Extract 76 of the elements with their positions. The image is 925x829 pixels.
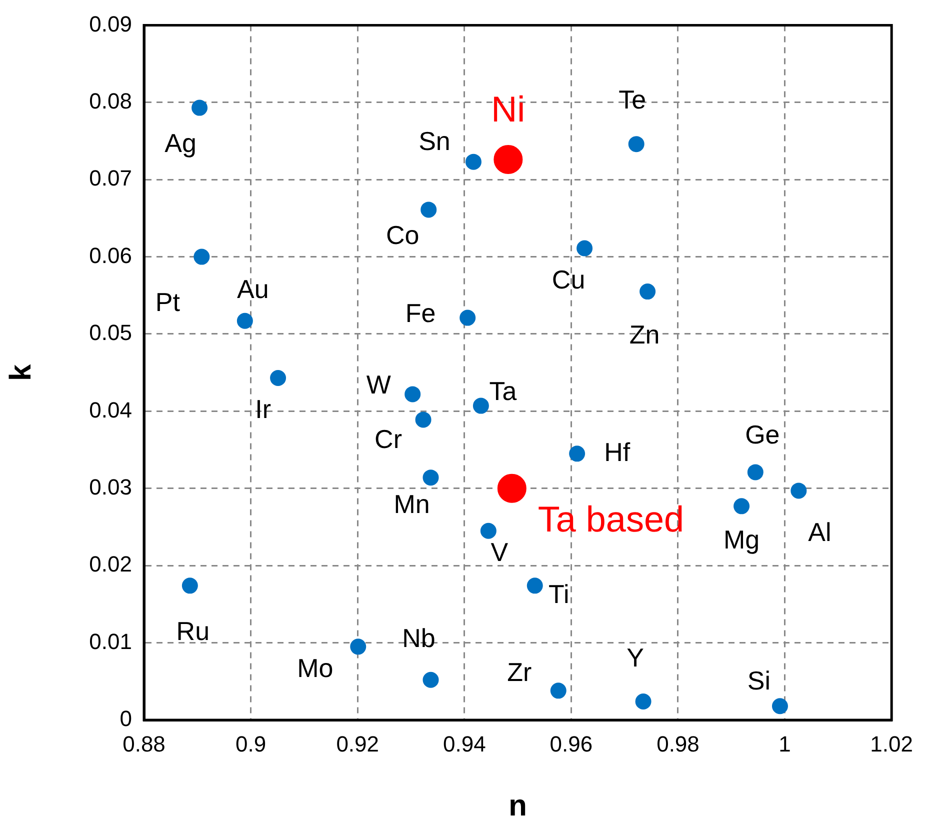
point — [550, 682, 566, 699]
point — [576, 240, 593, 256]
annotation: W — [366, 369, 392, 400]
y-tick-label: 0.07 — [89, 166, 132, 191]
y-axis-title: k — [4, 364, 38, 381]
y-tick-label: 0.04 — [89, 397, 132, 422]
point — [422, 672, 439, 688]
x-tick-label: 0.92 — [336, 731, 380, 756]
annotation: V — [490, 537, 509, 568]
point — [460, 310, 476, 326]
point — [480, 522, 496, 539]
annotation: Ta — [489, 376, 518, 406]
annotation: Mg — [723, 524, 760, 554]
y-tick-label: 0.06 — [89, 242, 132, 268]
point — [497, 474, 526, 503]
annotation: Mn — [394, 488, 430, 519]
annotation: Fe — [405, 298, 436, 328]
annotation: Hf — [604, 436, 631, 467]
point — [420, 202, 437, 218]
annotation: Ge — [745, 419, 780, 450]
point — [494, 145, 523, 174]
point — [790, 482, 807, 499]
y-tick-label: 0.05 — [89, 320, 132, 346]
point — [526, 578, 543, 594]
annotation: Si — [747, 665, 771, 696]
annotation: Ag — [164, 128, 196, 158]
point — [569, 446, 586, 462]
annotation: Nb — [402, 623, 436, 654]
annotation: Te — [618, 84, 646, 114]
point — [422, 470, 439, 486]
annotation: Ni — [491, 88, 526, 130]
point — [270, 370, 286, 386]
point — [182, 578, 198, 594]
annotation: Au — [237, 274, 269, 304]
y-tick-label: 0 — [120, 706, 132, 732]
annotation: Zr — [507, 656, 532, 687]
annotation: Cr — [374, 424, 402, 454]
annotation: Ir — [255, 394, 272, 424]
point — [465, 154, 482, 170]
point — [350, 638, 366, 655]
annotation: Ta based — [538, 498, 684, 540]
point — [734, 498, 750, 514]
point — [192, 100, 208, 116]
point — [194, 248, 210, 265]
annotation: Y — [626, 642, 644, 673]
annotation: Al — [808, 516, 832, 547]
annotation: Mo — [297, 652, 334, 683]
x-tick-label: 0.96 — [550, 731, 593, 756]
point — [404, 386, 421, 402]
annotation: Zn — [629, 320, 660, 350]
annotation: Ti — [548, 578, 570, 609]
point — [472, 398, 489, 414]
point — [628, 136, 644, 152]
x-tick-label: 0.88 — [122, 731, 166, 756]
point — [236, 312, 253, 329]
y-tick-label: 0.02 — [89, 552, 132, 577]
y-tick-label: 0.09 — [89, 11, 132, 36]
point — [640, 284, 656, 300]
point — [747, 464, 764, 480]
annotation: Pt — [155, 286, 181, 317]
x-axis-title: n — [508, 789, 527, 822]
annotation: Sn — [418, 126, 450, 156]
point — [635, 693, 652, 710]
annotation: Cu — [552, 264, 586, 294]
x-tick-label: 1.02 — [870, 731, 914, 756]
x-tick-label: 0.9 — [236, 731, 266, 756]
x-tick-label: 0.98 — [656, 731, 700, 756]
y-tick-label: 0.01 — [89, 628, 132, 654]
annotation: Co — [386, 220, 420, 250]
y-tick-label: 0.08 — [89, 88, 132, 114]
annotation: Ru — [176, 616, 210, 646]
point — [772, 698, 788, 714]
x-tick-label: 1 — [778, 731, 791, 756]
x-tick-label: 0.94 — [442, 731, 486, 756]
point — [415, 412, 432, 428]
y-tick-label: 0.03 — [89, 474, 132, 500]
